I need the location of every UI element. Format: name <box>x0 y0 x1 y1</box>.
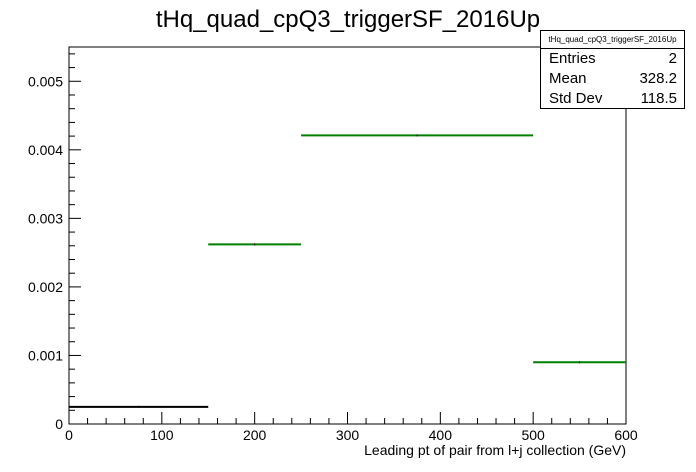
y-tick-label: 0.002 <box>28 279 63 295</box>
chart-title: tHq_quad_cpQ3_triggerSF_2016Up <box>155 6 541 33</box>
histogram-bins <box>69 134 626 408</box>
y-tick-label: 0.005 <box>28 73 63 89</box>
x-tick-label: 100 <box>150 427 174 443</box>
y-tick-label: 0.004 <box>28 142 63 158</box>
stats-mean-label: Mean <box>549 70 587 87</box>
x-tick-label: 500 <box>521 427 545 443</box>
x-tick-label: 400 <box>429 427 453 443</box>
stats-entries-row: Entries 2 <box>541 49 684 69</box>
axis-ticks: 0 100 200 300 400 500 600 0 0.001 0.002 0.003 0.004… <box>28 53 638 443</box>
y-tick-label: 0.003 <box>28 210 63 226</box>
y-tick-label: 0.001 <box>28 347 63 363</box>
stats-stddev-label: Std Dev <box>549 90 603 107</box>
stats-box: tHq_quad_cpQ3_triggerSF_2016Up Entries 2… <box>540 30 685 109</box>
stats-entries-value: 2 <box>668 50 677 67</box>
x-tick-label: 200 <box>243 427 267 443</box>
x-tick-label: 0 <box>65 427 73 443</box>
x-tick-label: 300 <box>336 427 360 443</box>
stats-stddev-row: Std Dev 118.5 <box>541 89 684 109</box>
stats-stddev-value: 118.5 <box>640 90 677 107</box>
y-tick-label: 0 <box>55 416 63 432</box>
x-tick-label: 600 <box>614 427 638 443</box>
stats-entries-label: Entries <box>549 50 596 67</box>
x-axis-label: Leading pt of pair from l+j collection (… <box>364 442 626 458</box>
stats-mean-value: 328.2 <box>639 70 677 87</box>
stats-mean-row: Mean 328.2 <box>541 69 684 89</box>
stats-box-title: tHq_quad_cpQ3_triggerSF_2016Up <box>541 31 684 49</box>
